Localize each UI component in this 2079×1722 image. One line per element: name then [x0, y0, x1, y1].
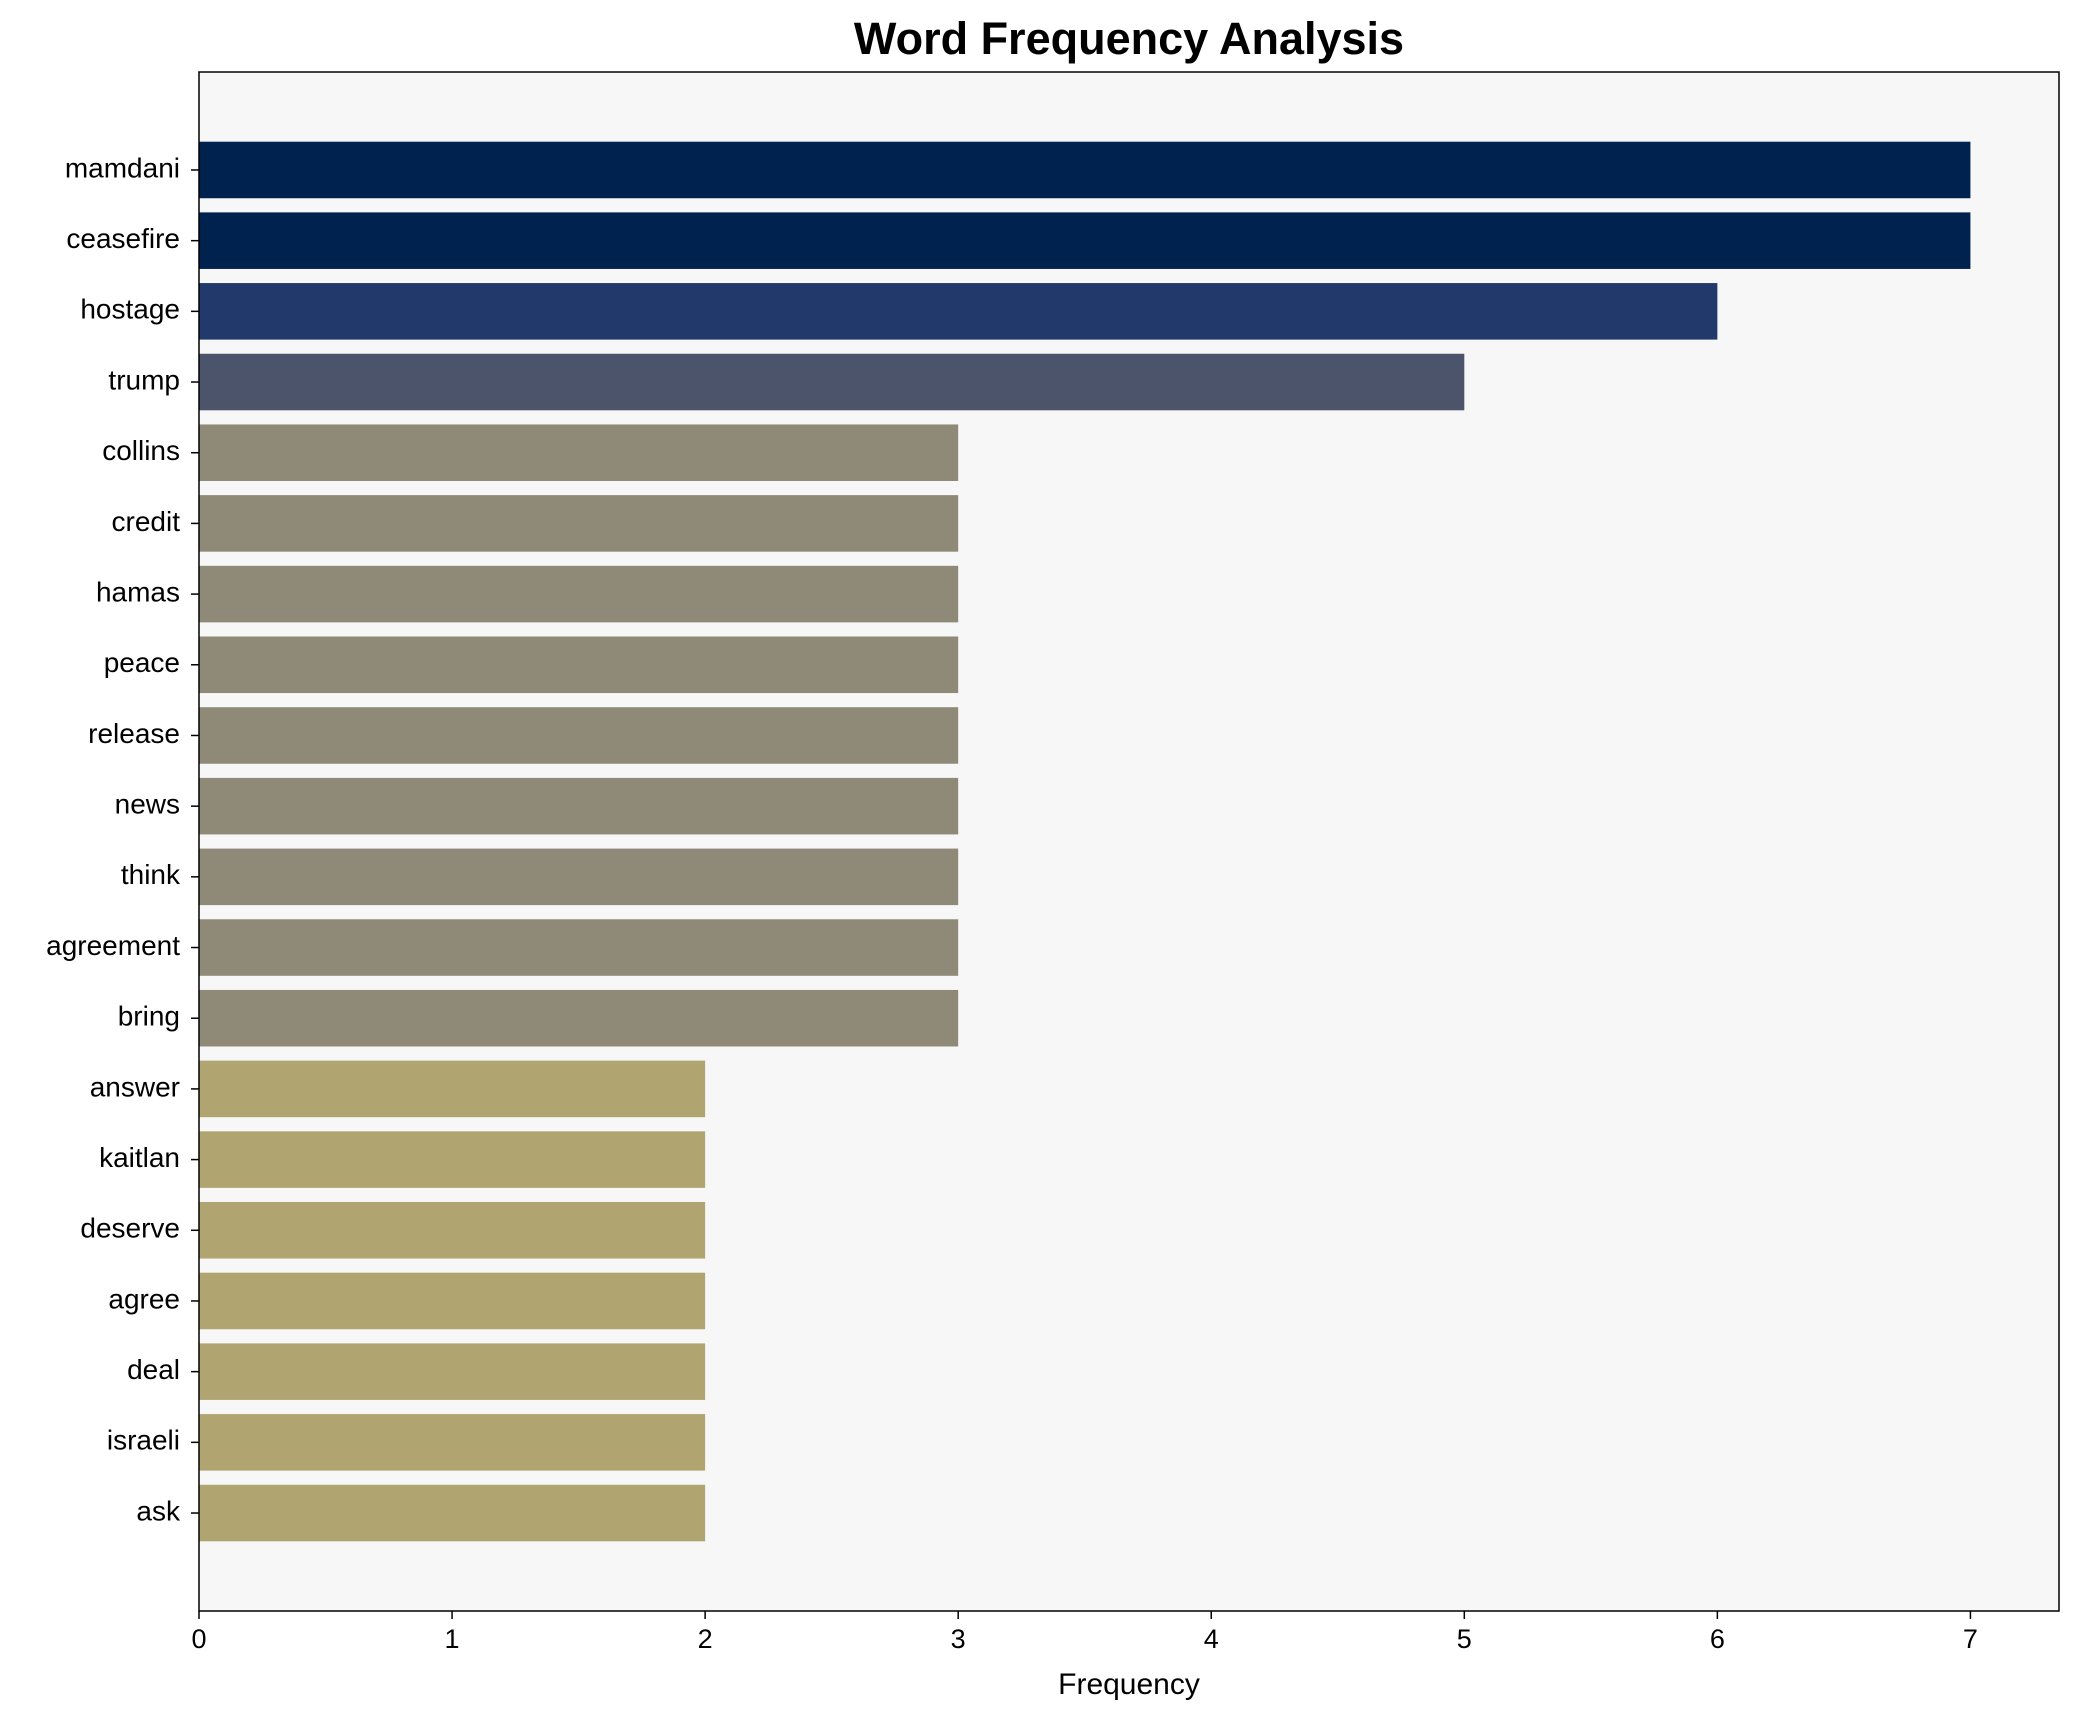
x-tick-label: 2 [698, 1624, 713, 1654]
bar [199, 919, 959, 976]
bar [199, 1272, 706, 1330]
x-tick-label: 3 [951, 1624, 966, 1654]
y-tick-label: collins [102, 435, 180, 466]
bar [199, 777, 959, 835]
chart-title: Word Frequency Analysis [854, 13, 1404, 64]
x-axis-label: Frequency [1058, 1668, 1200, 1701]
bar [199, 141, 1971, 199]
y-tick-label: hamas [96, 576, 180, 607]
y-tick-label: peace [104, 647, 180, 678]
y-tick-label: release [88, 718, 180, 749]
bar [199, 1484, 706, 1542]
y-tick-label: mamdani [65, 152, 180, 183]
x-tick-label: 6 [1710, 1624, 1725, 1654]
y-tick-label: answer [90, 1071, 180, 1102]
bar [199, 848, 959, 906]
plot-frame [198, 71, 2060, 1612]
y-tick-label: deserve [80, 1213, 180, 1244]
bar [199, 1060, 706, 1118]
y-tick-label: credit [112, 506, 181, 537]
bar [199, 495, 959, 552]
y-tick-label: think [121, 859, 181, 890]
bar [199, 212, 1971, 269]
y-tick-label: news [115, 789, 180, 820]
y-tick-label: ceasefire [66, 223, 180, 254]
bar [199, 1131, 706, 1188]
x-tick-label: 4 [1204, 1624, 1219, 1654]
y-tick-label: trump [108, 364, 180, 395]
x-tick-label: 7 [1963, 1624, 1978, 1654]
bar [199, 1414, 706, 1471]
bar [199, 1202, 706, 1259]
y-tick-label: ask [136, 1495, 181, 1526]
y-tick-label: bring [118, 1001, 180, 1032]
y-tick-label: hostage [80, 294, 180, 325]
y-tick-label: agreement [46, 930, 180, 961]
x-tick-label: 5 [1457, 1624, 1472, 1654]
y-tick-label: kaitlan [99, 1142, 180, 1173]
y-tick-label: israeli [107, 1425, 180, 1456]
bar [199, 1343, 706, 1400]
y-tick-label: deal [127, 1354, 180, 1385]
y-tick-label: agree [108, 1283, 180, 1314]
bar [199, 283, 1718, 340]
x-tick-label: 1 [445, 1624, 460, 1654]
bar [199, 424, 959, 481]
bar [199, 565, 959, 623]
bar [199, 707, 959, 764]
bar [199, 636, 959, 694]
bar [199, 353, 1465, 411]
bar [199, 989, 959, 1047]
x-tick-label: 0 [191, 1624, 206, 1654]
